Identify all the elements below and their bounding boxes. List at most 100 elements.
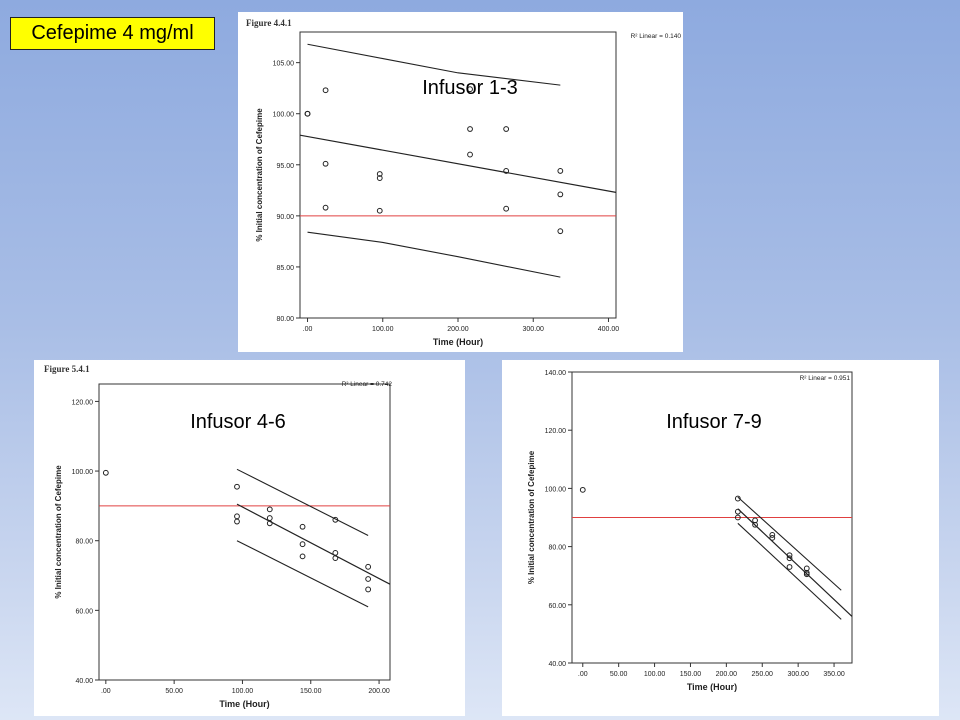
data-point xyxy=(332,555,339,562)
data-point xyxy=(503,205,510,212)
data-point xyxy=(752,521,758,528)
data-point xyxy=(332,549,339,556)
ci-lower-line xyxy=(307,231,561,278)
chart-panel-infusor-4-6: 40.00 60.00 80.00 100.00 120.00 .00 50.00 100.0… xyxy=(34,360,465,716)
data-point xyxy=(376,171,383,177)
x-tick-label: .00 xyxy=(578,671,588,678)
data-point xyxy=(332,516,339,523)
ci-lower-line xyxy=(236,540,369,608)
fit-line xyxy=(236,503,390,585)
data-point xyxy=(299,541,306,548)
regression-lines xyxy=(300,43,616,278)
data-point xyxy=(803,571,810,578)
y-tick-label: 60.00 xyxy=(75,608,93,615)
data-point xyxy=(769,532,776,538)
data-point xyxy=(503,126,510,132)
data-point xyxy=(322,87,329,94)
data-point xyxy=(786,564,793,570)
data-point xyxy=(467,86,473,93)
data-point xyxy=(786,555,793,562)
y-tick-label: 80.00 xyxy=(548,545,566,552)
data-point xyxy=(503,168,510,174)
data-point xyxy=(467,126,473,132)
y-tick-label: 80.00 xyxy=(276,316,294,323)
x-tick-label: 50.00 xyxy=(165,688,183,695)
x-tick-label: 50.00 xyxy=(610,671,628,678)
data-point xyxy=(322,160,329,167)
chart-title: Infusor 1-3 xyxy=(422,77,518,99)
plot-frame xyxy=(299,31,617,319)
plot-frame xyxy=(98,383,391,681)
y-axis-label: % Initial concentration of Cefepime xyxy=(54,465,63,599)
data-point xyxy=(769,534,776,541)
chart-panel-infusor-1-3: 80.00 85.00 90.00 95.00 100.00 105.00 .00 100.0… xyxy=(238,12,683,352)
data-point xyxy=(304,110,311,117)
y-tick-label: 40.00 xyxy=(548,661,566,668)
data-point xyxy=(365,576,372,582)
x-tick-label: 200.00 xyxy=(716,671,738,678)
data-point xyxy=(376,207,383,214)
data-point xyxy=(234,483,240,490)
x-tick-label: 350.00 xyxy=(823,671,845,678)
r-squared-label: R² Linear = 0.742 xyxy=(342,381,393,388)
data-point xyxy=(266,515,273,521)
data-point xyxy=(266,520,273,527)
y-tick-label: 80.00 xyxy=(75,539,93,546)
x-axis-label: Time (Hour) xyxy=(433,337,483,347)
figure-label: Figure 4.4.1 xyxy=(246,18,292,28)
x-tick-label: 300.00 xyxy=(787,671,809,678)
y-tick-label: 60.00 xyxy=(548,603,566,610)
y-tick-label: 105.00 xyxy=(273,61,295,68)
x-tick-label: .00 xyxy=(303,326,313,333)
data-point xyxy=(557,228,564,235)
scatter-chart-infusor-1-3: 80.00 85.00 90.00 95.00 100.00 105.00 .00 100.0… xyxy=(246,18,682,347)
fit-line xyxy=(300,134,616,193)
y-tick-label: 90.00 xyxy=(276,214,294,221)
x-tick-label: 100.00 xyxy=(232,688,254,695)
y-tick-label: 95.00 xyxy=(276,163,294,170)
data-point xyxy=(579,486,586,493)
data-point xyxy=(557,191,564,198)
data-point xyxy=(299,523,306,530)
chart-title: Infusor 4-6 xyxy=(190,411,286,433)
data-point xyxy=(557,168,564,174)
x-tick-label: 200.00 xyxy=(447,326,469,333)
data-point xyxy=(376,175,383,181)
x-tick-label: 250.00 xyxy=(752,671,774,678)
fit-line xyxy=(737,508,852,617)
scatter-chart-infusor-7-9: 40.00 60.00 80.00 100.00 120.00 140.00 .00 50.0… xyxy=(527,370,853,692)
regression-lines xyxy=(737,496,852,620)
y-tick-label: 100.00 xyxy=(273,112,295,119)
y-tick-label: 120.00 xyxy=(545,428,567,435)
x-tick-label: 150.00 xyxy=(300,688,322,695)
y-tick-label: 100.00 xyxy=(545,486,567,493)
data-point xyxy=(365,563,372,570)
data-point xyxy=(734,514,741,521)
ci-upper-line xyxy=(307,43,561,86)
chart-title: Infusor 7-9 xyxy=(666,411,762,433)
ci-upper-line xyxy=(236,468,369,536)
data-point xyxy=(365,586,372,593)
data-point xyxy=(266,506,273,513)
y-tick-label: 120.00 xyxy=(72,399,94,406)
data-point xyxy=(234,513,240,520)
x-axis-label: Time (Hour) xyxy=(219,699,269,709)
data-point xyxy=(102,469,109,476)
y-axis-label: % Initial concentration of Cefepime xyxy=(255,108,264,242)
y-tick-label: 85.00 xyxy=(276,265,294,272)
scatter-chart-infusor-4-6: 40.00 60.00 80.00 100.00 120.00 .00 50.00 100.0… xyxy=(44,364,393,709)
data-point xyxy=(734,508,741,515)
y-tick-label: 140.00 xyxy=(545,370,567,377)
data-point xyxy=(734,495,741,502)
r-squared-label: R² Linear = 0.140 xyxy=(631,33,682,40)
x-tick-label: 100.00 xyxy=(372,326,394,333)
ci-lower-line xyxy=(737,522,842,620)
data-point xyxy=(786,552,793,559)
slide-title: Cefepime 4 mg/ml xyxy=(10,17,215,50)
regression-lines xyxy=(236,468,390,608)
x-tick-label: 200.00 xyxy=(368,688,390,695)
chart-panel-infusor-7-9: 40.00 60.00 80.00 100.00 120.00 140.00 .00 50.0… xyxy=(502,360,939,716)
data-point xyxy=(467,151,473,158)
x-tick-label: .00 xyxy=(101,688,111,695)
figure-label: Figure 5.4.1 xyxy=(44,364,90,374)
